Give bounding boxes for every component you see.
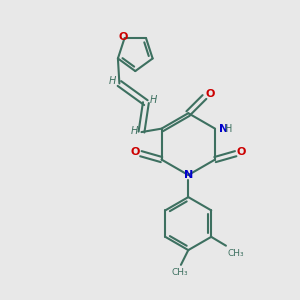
Text: CH₃: CH₃	[171, 268, 188, 278]
Text: CH₃: CH₃	[227, 249, 244, 258]
Text: O: O	[130, 147, 140, 157]
Text: O: O	[237, 147, 246, 157]
Text: H: H	[130, 126, 138, 136]
Text: O: O	[205, 89, 214, 99]
Text: O: O	[118, 32, 128, 42]
Text: H: H	[108, 76, 116, 86]
Text: H: H	[150, 95, 157, 105]
Text: N: N	[219, 124, 228, 134]
Text: N: N	[184, 170, 193, 180]
Text: H: H	[225, 124, 232, 134]
